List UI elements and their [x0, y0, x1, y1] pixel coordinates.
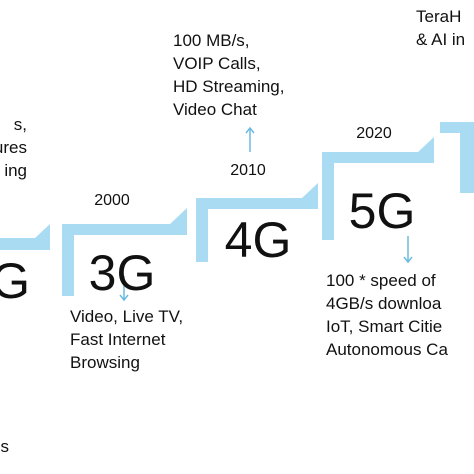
- step: [0, 238, 50, 250]
- generation: 5G: [349, 183, 416, 239]
- note-line: Autonomous Ca: [326, 340, 448, 359]
- step: [322, 152, 434, 163]
- note-line: ures: [0, 138, 27, 157]
- note-line: & AI in: [416, 30, 465, 49]
- note-line: TeraH: [416, 7, 461, 26]
- generation: 4G: [225, 212, 292, 268]
- generation: 3G: [89, 245, 156, 301]
- note-line: s: [1, 437, 10, 456]
- year: 2000: [94, 192, 130, 209]
- step-arrow: [302, 183, 318, 198]
- note-line: Video Chat: [173, 100, 257, 119]
- note-line: Video, Live TV,: [70, 307, 183, 326]
- step-arrow: [35, 224, 50, 238]
- step: [62, 224, 74, 296]
- note-line: Fast Internet: [70, 330, 166, 349]
- note-line: 4GB/s downloa: [326, 294, 442, 313]
- note-line: IoT, Smart Citie: [326, 317, 442, 336]
- step-arrow: [418, 137, 434, 152]
- note-line: ing: [4, 161, 27, 180]
- arrow: [245, 126, 255, 152]
- year: 2010: [230, 162, 266, 179]
- note-line: VOIP Calls,: [173, 54, 261, 73]
- step: [196, 198, 318, 209]
- note-line: HD Streaming,: [173, 77, 284, 96]
- step-arrow: [170, 208, 187, 224]
- step: [196, 198, 208, 262]
- year: 2020: [356, 125, 392, 142]
- step: [440, 122, 474, 133]
- note-line: 100 * speed of: [326, 271, 436, 290]
- arrow: [119, 276, 129, 302]
- note-line: 100 MB/s,: [173, 31, 250, 50]
- step: [460, 133, 474, 193]
- note-line: s,: [14, 115, 27, 134]
- step: [62, 224, 187, 235]
- arrow: [403, 236, 413, 264]
- generation: G: [0, 253, 30, 309]
- note-line: Browsing: [70, 353, 140, 372]
- step: [322, 152, 334, 240]
